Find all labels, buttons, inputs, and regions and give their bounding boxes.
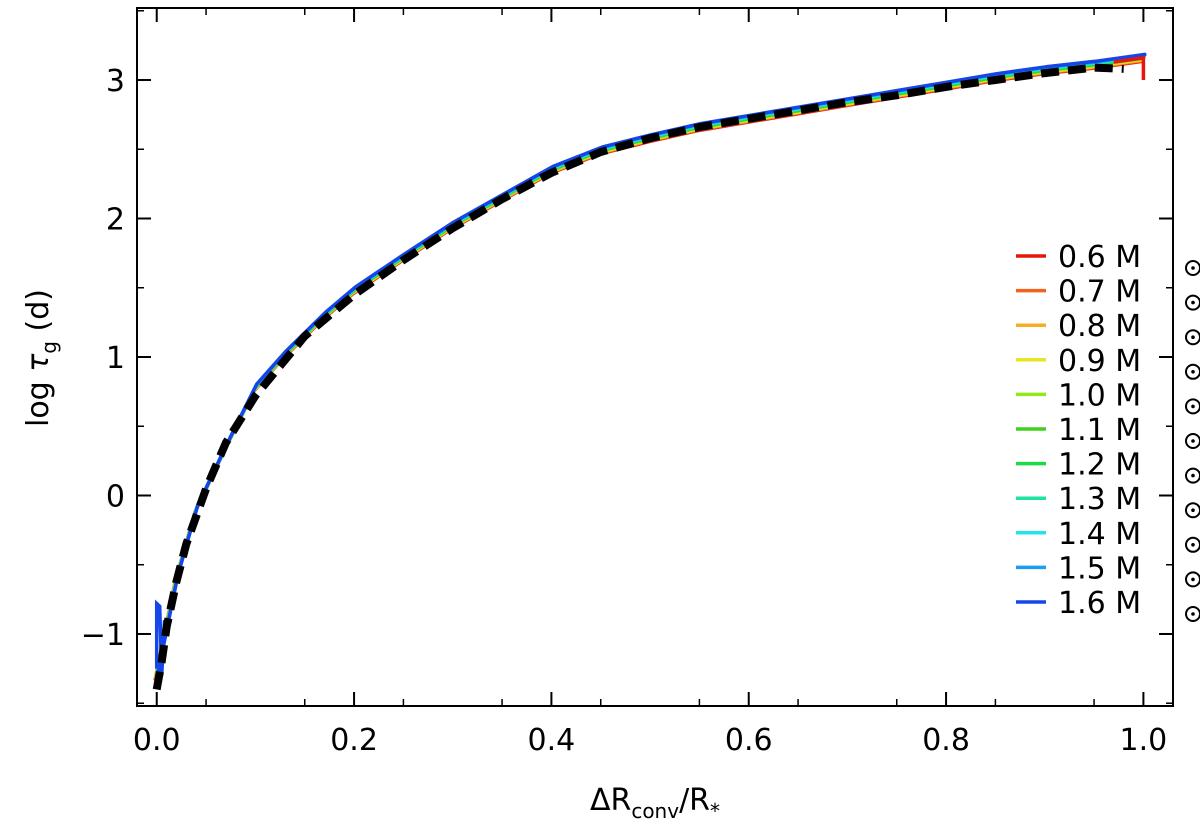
series-line	[155, 54, 1146, 676]
x-axis-label-rest: /R	[679, 783, 710, 818]
y-tick-label: −1	[81, 618, 125, 653]
solar-symbol-icon	[1185, 398, 1200, 415]
legend-label: 1.4 M	[1058, 517, 1141, 552]
solar-symbol-dot	[1191, 577, 1195, 582]
legend-label: 1.6 M	[1058, 586, 1141, 621]
series-line	[153, 58, 1145, 681]
solar-symbol-icon	[1185, 294, 1200, 311]
solar-symbol-dot	[1191, 404, 1195, 409]
legend-label: 0.6 M	[1058, 240, 1141, 275]
y-tick-label: 1	[106, 341, 125, 376]
solar-symbol-dot	[1191, 266, 1195, 270]
solar-symbol-icon	[1185, 536, 1200, 553]
y-tick-label: 0	[106, 479, 125, 514]
y-axis-label: log τg (d)	[21, 289, 61, 427]
solar-symbol-dot	[1191, 300, 1195, 305]
solar-symbol-icon	[1185, 606, 1200, 622]
series-line	[153, 59, 1144, 681]
x-tick-label: 0.6	[725, 723, 773, 758]
solar-symbol-icon	[1185, 433, 1200, 449]
x-axis-label-sub: conv	[631, 799, 679, 823]
legend-label: 1.1 M	[1058, 413, 1141, 448]
fit-curve-dashed	[152, 63, 1124, 691]
series-end-tail	[1113, 55, 1146, 80]
x-tick-label: 0.4	[528, 723, 576, 758]
series-line	[155, 55, 1146, 677]
solar-symbol-dot	[1191, 439, 1195, 443]
legend-label: 0.8 M	[1058, 309, 1141, 344]
x-tick-label: 0.0	[133, 723, 181, 758]
series-line	[154, 56, 1145, 678]
x-tick-label: 0.8	[922, 723, 970, 758]
x-axis-label: ΔRconv/R*	[590, 783, 720, 823]
series-line	[155, 54, 1146, 676]
solar-symbol-dot	[1191, 473, 1195, 478]
solar-symbol-dot	[1191, 508, 1195, 512]
solar-symbol-dot	[1191, 335, 1195, 340]
solar-symbol-icon	[1185, 467, 1200, 484]
solar-symbol-dot	[1191, 612, 1195, 616]
y-axis-label-prefix: log	[21, 372, 56, 427]
legend-label: 0.7 M	[1058, 275, 1141, 310]
curves	[152, 52, 1147, 691]
y-axis-label-sym: τ	[21, 353, 56, 372]
y-tick-label: 2	[106, 203, 125, 238]
y-axis-label-suffix: (d)	[21, 289, 56, 341]
legend-label: 1.5 M	[1058, 551, 1141, 586]
solar-symbol-dot	[1191, 370, 1195, 374]
solar-symbol-icon	[1185, 571, 1200, 588]
axis-ticks: 0.0 0.2 0.4 0.6 0.8 1.0 −1 0 1 2 3	[81, 8, 1173, 758]
legend-label: 1.3 M	[1058, 482, 1141, 517]
series-line	[154, 57, 1145, 679]
series-line	[154, 58, 1145, 680]
legend-label: 1.2 M	[1058, 448, 1141, 483]
x-tick-label: 1.0	[1120, 723, 1168, 758]
legend-label: 1.0 M	[1058, 378, 1141, 413]
series-start-spike	[154, 599, 167, 676]
y-tick-label: 3	[106, 64, 125, 99]
solar-symbol-icon	[1185, 363, 1200, 380]
legend-label: 0.9 M	[1058, 344, 1141, 379]
solar-symbol-icon	[1185, 502, 1200, 519]
series-line	[156, 53, 1147, 675]
solar-symbol-icon	[1185, 260, 1200, 276]
legend: 0.6 M0.7 M0.8 M0.9 M1.0 M1.1 M1.2 M1.3 M…	[1016, 240, 1200, 622]
series-line	[156, 52, 1147, 674]
solar-symbol-icon	[1185, 329, 1200, 346]
solar-symbol-dot	[1191, 543, 1195, 547]
series-line	[154, 56, 1146, 678]
y-axis-label-sub: g	[37, 341, 61, 354]
x-axis-label-sub2: *	[710, 799, 720, 823]
x-tick-label: 0.2	[330, 723, 378, 758]
x-axis-label-base: ΔR	[590, 783, 631, 818]
